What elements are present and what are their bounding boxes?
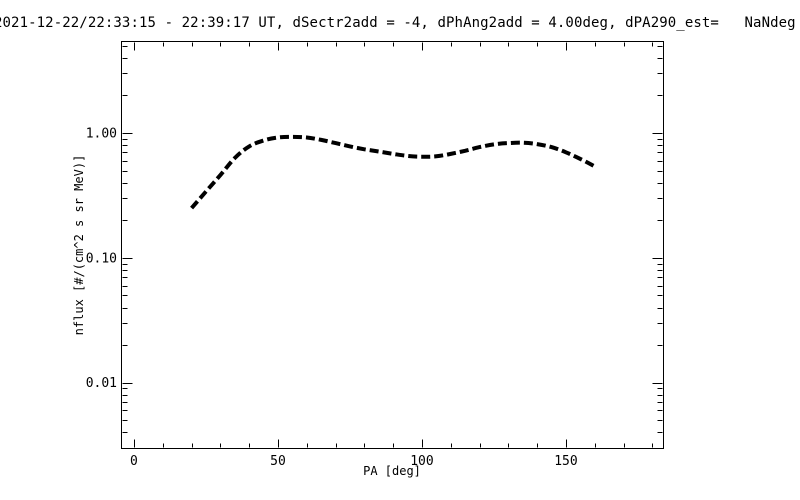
x-tick-label: 50 [270,454,286,469]
y-tick-label: 0.01 [86,376,117,391]
y-axis-title: nflux [#/(cm^2 s sr MeV)] [72,154,86,336]
x-tick-label: 0 [130,454,138,469]
x-axis-title: PA [deg] [363,464,421,478]
y-tick-label: 0.10 [86,251,117,266]
plot-title: 2021-12-22/22:33:15 - 22:39:17 UT, dSect… [0,15,796,31]
y-tick-label: 1.00 [86,126,117,141]
x-tick-label: 100 [410,454,433,469]
axes-box [121,41,664,449]
data-curve-nflux [190,134,596,210]
x-tick-label: 150 [554,454,577,469]
